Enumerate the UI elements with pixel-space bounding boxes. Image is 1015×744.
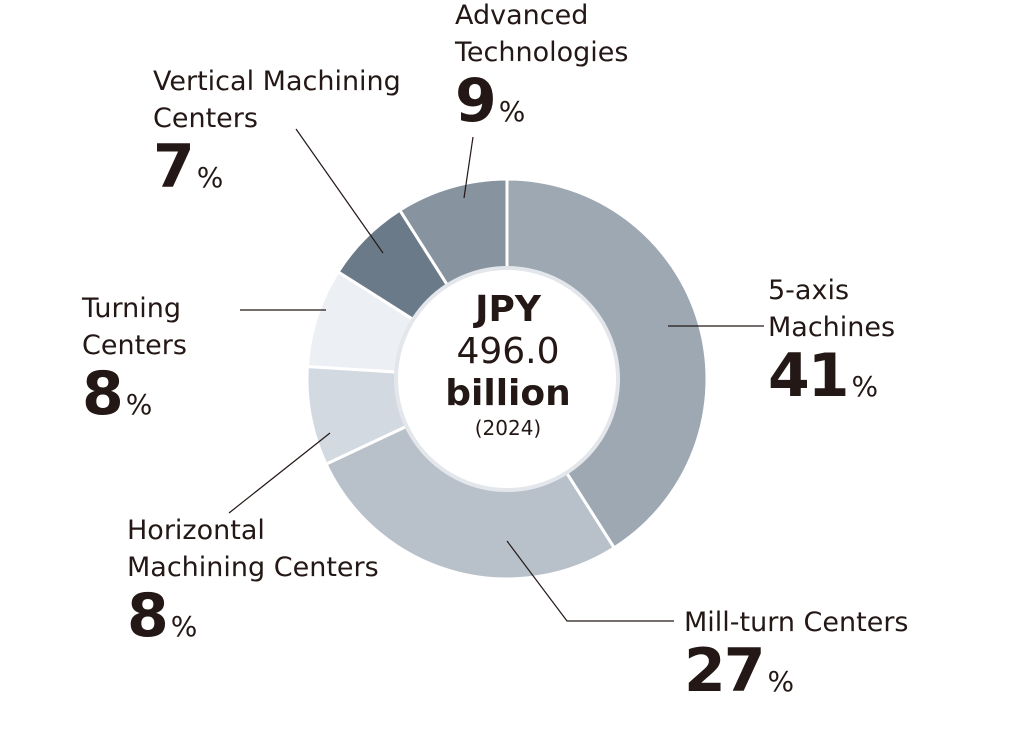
slice-value: 27 bbox=[684, 636, 765, 706]
percent-unit: % bbox=[767, 665, 795, 698]
percent-unit: % bbox=[851, 370, 879, 403]
slice-label-line: Mill-turn Centers bbox=[684, 607, 909, 638]
slice-label-line: Centers bbox=[82, 330, 187, 361]
slice-value: 41 bbox=[768, 341, 849, 411]
slice-label-line: Horizontal bbox=[127, 515, 265, 546]
percent-unit: % bbox=[125, 388, 153, 421]
leader-line bbox=[506, 540, 674, 622]
leader-line bbox=[295, 128, 384, 254]
label-turning-centers: Turning Centers 8% bbox=[82, 290, 187, 426]
label-5-axis-machines: 5-axis Machines 41% bbox=[768, 272, 895, 408]
total-currency: JPY bbox=[475, 289, 541, 330]
percent-unit: % bbox=[170, 610, 198, 643]
slice-label-line: Advanced bbox=[455, 0, 589, 31]
slice-label-line: Turning bbox=[82, 293, 181, 324]
slice-label-line: Technologies bbox=[455, 37, 629, 68]
slice-value: 7 bbox=[153, 132, 195, 202]
slice-value: 8 bbox=[127, 581, 169, 651]
slice-value: 9 bbox=[455, 66, 497, 136]
label-vertical-machining-centers: Vertical Machining Centers 7% bbox=[153, 63, 401, 199]
total-year: (2024) bbox=[474, 416, 542, 440]
donut-hole bbox=[394, 266, 620, 492]
slice-label-line: Centers bbox=[153, 103, 258, 134]
chart-center-total: JPY 496.0 billion (2024) bbox=[397, 289, 619, 441]
label-advanced-technologies: Advanced Technologies 9% bbox=[455, 0, 628, 133]
leader-line bbox=[228, 432, 331, 514]
slice-label-line: Vertical Machining bbox=[153, 66, 401, 97]
label-mill-turn-centers: Mill-turn Centers 27% bbox=[684, 604, 909, 703]
slice-label-line: Machines bbox=[768, 312, 896, 343]
total-unit: billion bbox=[445, 373, 571, 414]
slice-label-line: 5-axis bbox=[768, 275, 850, 306]
percent-unit: % bbox=[196, 161, 224, 194]
label-horizontal-machining-centers: Horizontal Machining Centers 8% bbox=[127, 512, 379, 648]
slice-label-line: Machining Centers bbox=[127, 552, 379, 583]
slice-value: 8 bbox=[82, 359, 124, 429]
percent-unit: % bbox=[498, 95, 526, 128]
total-value: 496.0 bbox=[456, 331, 560, 372]
leader-line bbox=[463, 136, 474, 199]
